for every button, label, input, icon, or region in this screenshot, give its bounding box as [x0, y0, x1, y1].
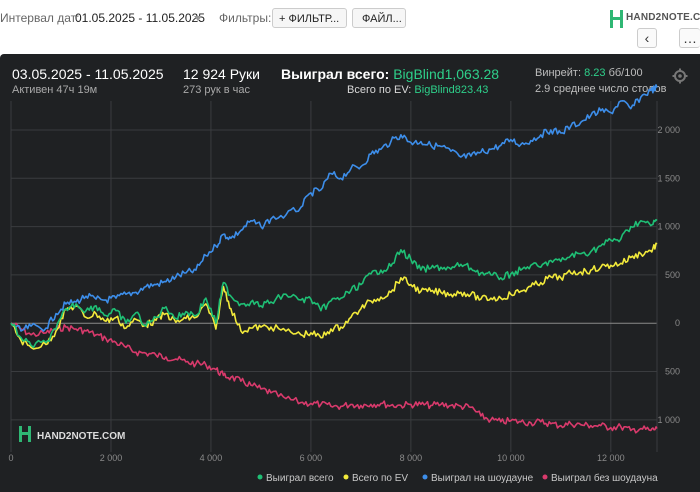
legend-label[interactable]: Выиграл на шоудауне: [431, 473, 534, 484]
hand2note-logo-icon: [610, 10, 623, 28]
interval-select[interactable]: 01.05.2025 - 11.05.2025: [75, 11, 205, 25]
legend-marker: [343, 474, 349, 480]
watermark: HAND2NOTE.COM: [19, 426, 125, 442]
ev-total-label: Всего по EV:: [347, 84, 415, 96]
toolbar: Интервал дат: 01.05.2025 - 11.05.2025 Фи…: [0, 0, 700, 54]
y-tick-label: 0: [675, 318, 680, 328]
series-line: [10, 322, 658, 434]
legend-label[interactable]: Выиграл всего: [266, 473, 334, 484]
winrate-unit: бб/100: [605, 67, 643, 79]
series-line: [10, 242, 658, 350]
date-range: 03.05.2025 - 11.05.2025: [12, 66, 164, 82]
avg-tables: 2.9 среднее число столов: [535, 83, 667, 95]
ev-total: Всего по EV: BigBlind823.43: [347, 84, 488, 96]
ev-total-value: BigBlind823.43: [414, 84, 489, 96]
x-tick-label: 12 000: [597, 453, 625, 463]
y-tick-label: 500: [665, 367, 680, 377]
x-tick-label: 10 000: [497, 453, 525, 463]
series-lines: [10, 84, 658, 434]
won-total: Выиграл всего: BigBlind1,063.28: [281, 66, 499, 82]
y-tick-label: 1 000: [657, 222, 680, 232]
series-line: [10, 84, 658, 332]
legend: Выиграл всего Всего по EV Выиграл на шоуда…: [257, 472, 658, 484]
winrate-value: 8.23: [584, 67, 606, 79]
filters-label: Фильтры:: [219, 11, 272, 25]
hands-per-hour: 273 рук в час: [183, 84, 251, 96]
active-time: Активен 47ч 19м: [12, 84, 98, 96]
winrate: Винрейт: 8.23 бб/100: [535, 67, 643, 79]
gear-icon[interactable]: [672, 68, 688, 84]
interval-label: Интервал дат:: [0, 11, 80, 25]
y-tick-label: 1 000: [657, 415, 680, 425]
file-button[interactable]: ФАЙЛ...: [352, 8, 406, 28]
add-filter-button[interactable]: + ФИЛЬТР...: [272, 8, 347, 28]
x-tick-label: 2 000: [100, 453, 123, 463]
x-tick-label: 8 000: [400, 453, 423, 463]
y-tick-label: 1 500: [657, 173, 680, 183]
legend-label[interactable]: Выиграл без шоудауна: [551, 472, 658, 484]
legend-label[interactable]: Всего по EV: [352, 473, 408, 484]
legend-marker: [422, 474, 428, 480]
y-tick-label: 500: [665, 270, 680, 280]
more-button[interactable]: …: [679, 28, 700, 48]
x-tick-label: 6 000: [300, 453, 323, 463]
y-tick-label: 2 000: [657, 125, 680, 135]
nav-back-button[interactable]: ‹: [637, 28, 657, 48]
axes: 0 2 000 4 000 6 000 8 000 10 000 12 000 2 000 1 …: [8, 125, 680, 463]
x-tick-label: 4 000: [200, 453, 223, 463]
legend-marker: [542, 474, 548, 480]
won-total-label: Выиграл всего:: [281, 66, 394, 82]
watermark-text: HAND2NOTE.COM: [37, 431, 125, 442]
logo-text: HAND2NOTE.COM: [626, 12, 700, 23]
profit-chart: 0 2 000 4 000 6 000 8 000 10 000 12 000 2 000 1 …: [8, 84, 680, 484]
winrate-label: Винрейт:: [535, 67, 585, 79]
x-tick-label: 0: [8, 453, 13, 463]
won-total-value: BigBlind1,063.28: [393, 66, 500, 82]
hands-count: 12 924 Руки: [183, 66, 260, 82]
chevron-down-icon[interactable]: [194, 16, 202, 21]
series-line: [10, 218, 658, 349]
legend-marker: [257, 474, 263, 480]
